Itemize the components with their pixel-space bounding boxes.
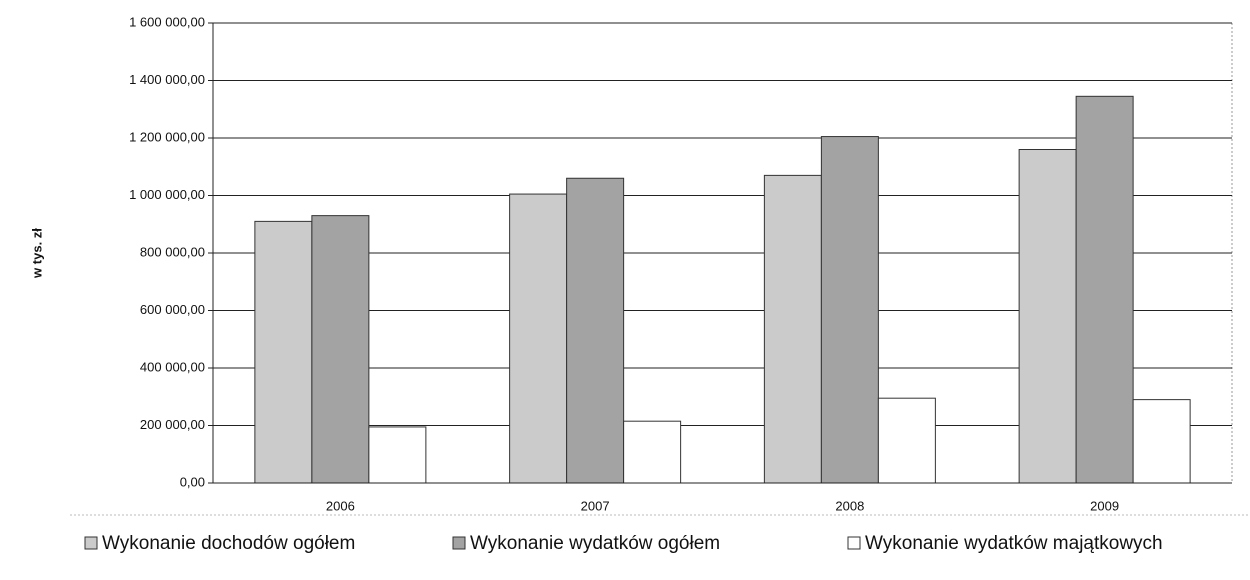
bar — [1075, 95, 1134, 484]
bar — [566, 177, 625, 484]
legend-label: Wykonanie wydatków ogółem — [470, 533, 720, 554]
y-tick-label: 200 000,00 — [140, 417, 205, 432]
y-axis-label: w tys. zł — [29, 228, 44, 279]
y-tick-label: 1 600 000,00 — [129, 14, 205, 29]
x-tick-label: 2007 — [581, 498, 610, 513]
legend-label: Wykonanie dochodów ogółem — [102, 533, 355, 554]
x-tick-label: 2008 — [835, 498, 864, 513]
bar — [509, 193, 568, 484]
bar — [254, 220, 313, 484]
bar — [1018, 149, 1077, 484]
bar — [877, 397, 936, 484]
x-tick-label: 2009 — [1090, 498, 1119, 513]
x-tick-label: 2006 — [326, 498, 355, 513]
bar — [623, 420, 682, 484]
legend-label: Wykonanie wydatków majątkowych — [865, 533, 1163, 554]
legend-swatch — [84, 536, 98, 550]
y-tick-label: 1 200 000,00 — [129, 129, 205, 144]
bar — [368, 426, 427, 484]
bar — [311, 215, 370, 484]
legend-swatch — [847, 536, 861, 550]
bar — [763, 174, 822, 484]
y-tick-label: 600 000,00 — [140, 302, 205, 317]
y-tick-label: 1 000 000,00 — [129, 187, 205, 202]
y-tick-label: 0,00 — [180, 474, 205, 489]
bar — [1132, 399, 1191, 484]
legend-swatch — [452, 536, 466, 550]
y-tick-label: 400 000,00 — [140, 359, 205, 374]
y-tick-label: 800 000,00 — [140, 244, 205, 259]
bar — [820, 136, 879, 484]
y-tick-label: 1 400 000,00 — [129, 72, 205, 87]
